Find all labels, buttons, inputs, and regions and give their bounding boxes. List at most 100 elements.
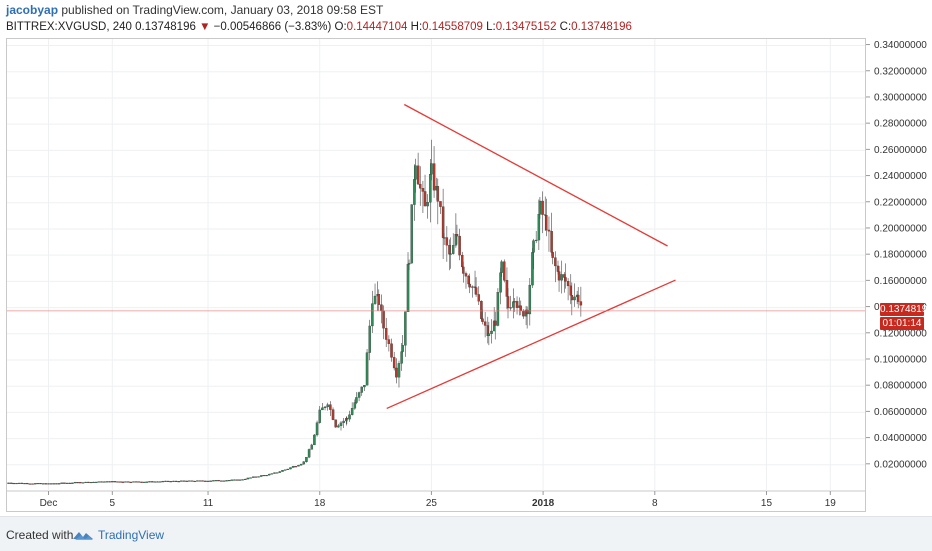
tradingview-brand-link[interactable]: TradingView xyxy=(98,528,165,542)
candle-body xyxy=(318,409,321,423)
open-label: O: xyxy=(334,21,347,33)
candle-body xyxy=(278,471,282,473)
candle-body xyxy=(348,414,351,420)
candle-body xyxy=(97,481,101,483)
candle-body xyxy=(404,311,407,346)
candle-body xyxy=(129,481,133,483)
candle-body xyxy=(357,392,361,398)
candle-body xyxy=(331,409,335,420)
candle-body xyxy=(65,482,69,484)
candle-body xyxy=(384,328,388,340)
candle-body xyxy=(573,296,576,301)
candle-body xyxy=(158,481,162,483)
candle-body xyxy=(299,463,303,466)
candle-body xyxy=(71,482,74,484)
candle-body xyxy=(76,482,79,484)
y-tick-label: 0.34000000 xyxy=(874,40,927,51)
y-tick-label: 0.24000000 xyxy=(874,171,927,182)
candle-body xyxy=(225,480,228,482)
y-tick-label: 0.30000000 xyxy=(874,92,927,103)
candle-body xyxy=(407,262,411,265)
candle-body xyxy=(108,481,111,483)
candle-body xyxy=(401,345,404,352)
candle-body xyxy=(373,295,377,304)
candle-body xyxy=(55,483,58,485)
candle-body xyxy=(249,477,252,479)
candle-body xyxy=(103,481,106,483)
y-tick-label: 0.26000000 xyxy=(874,145,927,156)
candle-body xyxy=(204,480,207,482)
candle-body xyxy=(538,200,542,215)
tradingview-logo-icon[interactable] xyxy=(72,529,94,541)
candle-body xyxy=(321,407,324,411)
candle-body xyxy=(39,483,42,485)
candle-body xyxy=(20,482,24,484)
candle-body xyxy=(365,352,369,386)
y-tick-label: 0.20000000 xyxy=(874,223,927,234)
candle-body xyxy=(442,237,446,239)
candle-body xyxy=(545,215,548,231)
candle-body xyxy=(116,481,119,483)
change-arrow-icon: ▼ xyxy=(199,21,211,33)
y-tick-label: 0.18000000 xyxy=(874,250,927,261)
candle-body xyxy=(397,363,401,378)
candle-body xyxy=(238,479,242,481)
candle-body xyxy=(81,482,85,484)
price-axis[interactable]: 0.02000000 0.04000000 0.06000000 0.08000000… xyxy=(866,38,932,512)
candle-body xyxy=(323,406,327,409)
candle-body xyxy=(28,483,32,485)
candlestick-chart[interactable]: Dec 5 11 18 25 2018 8 15 19 xyxy=(7,39,866,512)
author-name[interactable]: jacobyap xyxy=(6,3,59,17)
candle-body xyxy=(140,481,143,483)
candle-body xyxy=(426,202,429,207)
candle-body xyxy=(468,283,471,288)
candle-body xyxy=(496,292,500,326)
candle-body xyxy=(190,480,194,482)
candle-body xyxy=(119,481,122,483)
candle-body xyxy=(464,273,468,277)
y-tick-label: 0.16000000 xyxy=(874,276,927,287)
candle-body xyxy=(305,457,308,462)
candle-body xyxy=(441,206,445,238)
candle-body xyxy=(474,287,478,295)
candle-body xyxy=(368,325,371,353)
candle-body xyxy=(462,266,465,274)
candle-body xyxy=(172,480,175,482)
candle-body xyxy=(174,480,178,482)
candle-body xyxy=(265,475,268,477)
candle-body xyxy=(439,201,442,207)
candle-body xyxy=(281,470,284,472)
candle-body xyxy=(142,481,146,483)
candle-body xyxy=(513,301,516,303)
candle-body xyxy=(49,483,53,485)
candle-body xyxy=(220,480,223,482)
chart-plot-area[interactable]: Dec 5 11 18 25 2018 8 15 19 xyxy=(6,38,866,512)
y-tick-label: 0.02000000 xyxy=(874,459,927,470)
candle-body xyxy=(519,305,523,312)
trendline xyxy=(386,279,676,410)
candle-body xyxy=(244,478,247,481)
candle-body xyxy=(342,420,345,423)
candle-body xyxy=(522,310,525,317)
candle-body xyxy=(47,483,50,485)
candle-body xyxy=(421,188,425,192)
high-value: 0.14558709 xyxy=(422,21,483,33)
candle-body xyxy=(257,476,260,478)
candle-body xyxy=(206,480,210,482)
candle-body xyxy=(241,479,244,481)
candle-body xyxy=(560,274,563,281)
x-tick-label: 18 xyxy=(314,498,326,509)
candle-body xyxy=(353,402,357,409)
y-tick-label: 0.22000000 xyxy=(874,197,927,208)
x-tick-label: 15 xyxy=(761,498,773,509)
candle-body xyxy=(182,480,186,482)
candle-body xyxy=(363,385,366,388)
candle-body xyxy=(355,397,358,403)
candle-body xyxy=(10,482,13,484)
price-axis-svg: 0.02000000 0.04000000 0.06000000 0.08000000… xyxy=(866,40,927,470)
candle-body xyxy=(377,294,381,305)
y-tick-label: 0.06000000 xyxy=(874,407,927,418)
candle-body xyxy=(169,481,173,483)
candle-body xyxy=(164,480,167,482)
candle-body xyxy=(423,191,427,207)
